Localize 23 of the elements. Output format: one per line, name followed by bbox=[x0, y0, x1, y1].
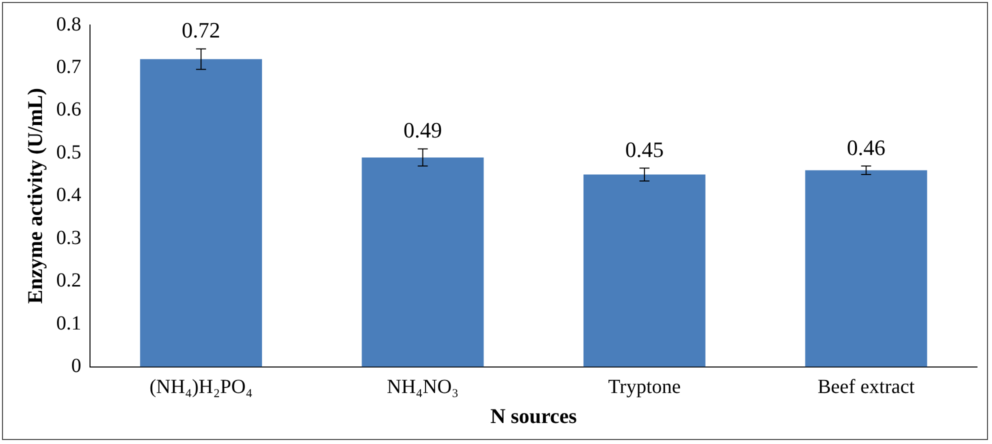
x-axis-title: N sources bbox=[490, 404, 577, 428]
y-tick-label: 0.1 bbox=[56, 312, 82, 334]
x-tick-label: (NH₄)H₂PO₄ bbox=[149, 376, 253, 398]
x-tick-label: NH₄NO₃ bbox=[386, 376, 459, 398]
y-tick-label: 0.2 bbox=[56, 270, 82, 292]
y-tick-label: 0 bbox=[71, 355, 82, 378]
y-tick-label: 0.3 bbox=[56, 226, 82, 249]
y-tick-label: 0.5 bbox=[56, 141, 82, 164]
data-label: 0.49 bbox=[404, 118, 442, 143]
x-tick-label: Beef extract bbox=[818, 376, 916, 398]
y-tick-label: 0.8 bbox=[56, 13, 82, 36]
data-label: 0.46 bbox=[846, 134, 886, 160]
data-label: 0.72 bbox=[182, 18, 220, 43]
y-axis-title: Enzyme activity (U/mL) bbox=[23, 88, 48, 304]
bar bbox=[805, 170, 928, 367]
y-tick-label: 0.6 bbox=[56, 98, 82, 121]
x-tick-label: Tryptone bbox=[608, 376, 681, 398]
bar bbox=[140, 59, 262, 367]
bar bbox=[583, 174, 706, 367]
y-tick-label: 0.4 bbox=[56, 184, 82, 206]
y-tick-label: 0.7 bbox=[56, 56, 82, 78]
data-label: 0.45 bbox=[625, 136, 664, 162]
bar bbox=[362, 157, 484, 367]
